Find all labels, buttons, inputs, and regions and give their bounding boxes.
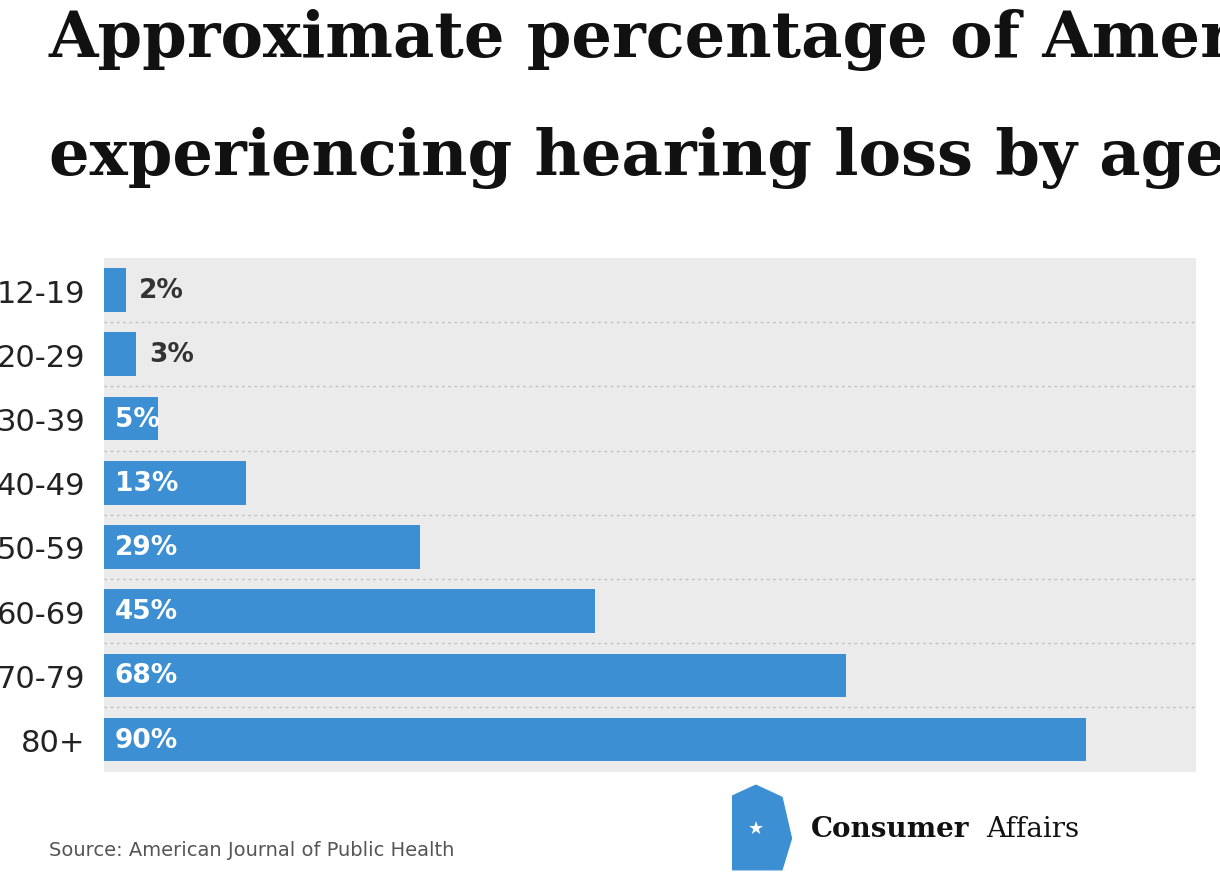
Text: Affairs: Affairs — [987, 816, 1080, 842]
Bar — [104, 397, 159, 441]
Polygon shape — [720, 786, 792, 870]
Text: 90%: 90% — [115, 727, 178, 752]
Bar — [104, 525, 421, 569]
Bar — [104, 589, 595, 633]
Bar — [104, 333, 137, 377]
Text: ★: ★ — [748, 819, 764, 837]
Text: 29%: 29% — [115, 534, 178, 560]
Bar — [104, 323, 1196, 387]
Bar — [104, 653, 847, 697]
Text: 2%: 2% — [139, 278, 183, 303]
Text: 3%: 3% — [150, 342, 194, 367]
Bar — [104, 516, 1196, 580]
Bar — [104, 451, 1196, 516]
Text: 68%: 68% — [115, 663, 178, 688]
Text: 13%: 13% — [115, 470, 178, 496]
Bar — [104, 580, 1196, 644]
Text: Source: American Journal of Public Health: Source: American Journal of Public Healt… — [49, 840, 454, 859]
Text: Approximate percentage of Americans: Approximate percentage of Americans — [49, 9, 1220, 71]
Bar — [104, 718, 1086, 761]
Bar — [104, 644, 1196, 708]
Bar — [104, 708, 1196, 772]
Bar — [104, 387, 1196, 451]
Bar — [104, 461, 245, 505]
Text: experiencing hearing loss by age group: experiencing hearing loss by age group — [49, 127, 1220, 189]
Bar — [104, 259, 1196, 323]
Text: Consumer: Consumer — [810, 816, 969, 842]
Text: 45%: 45% — [115, 598, 178, 624]
Text: 5%: 5% — [115, 406, 160, 432]
Bar — [104, 269, 126, 312]
